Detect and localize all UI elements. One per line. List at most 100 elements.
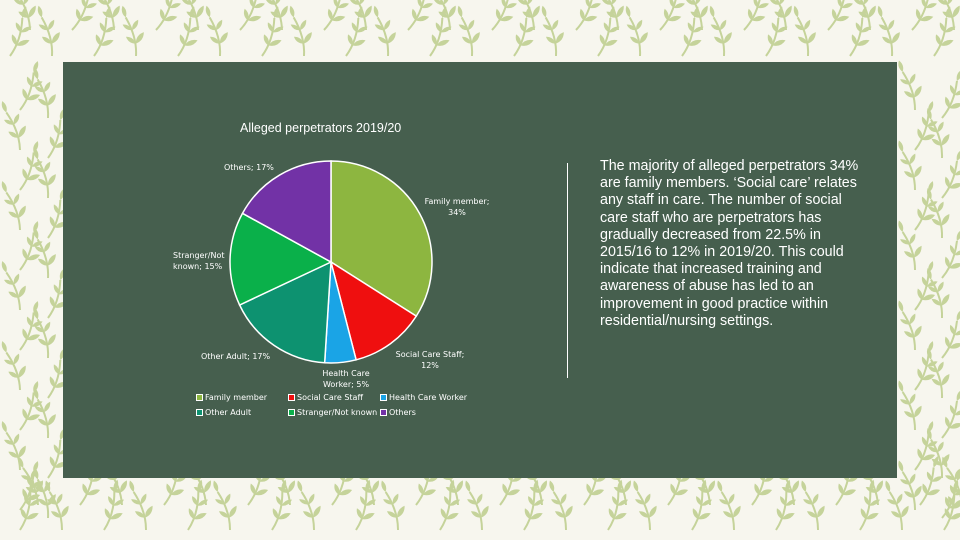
leaf-shape xyxy=(898,300,904,312)
leaf-shape xyxy=(38,24,49,31)
leaf-stem xyxy=(804,491,820,531)
leaf-shape xyxy=(13,193,20,205)
leaf-shape xyxy=(47,334,56,346)
leaf-stem xyxy=(597,17,612,57)
leaf-shape xyxy=(900,159,910,165)
leaf-shape xyxy=(215,499,225,505)
leaf-shape xyxy=(102,11,113,18)
leaf-shape xyxy=(397,505,405,518)
leaf-stem xyxy=(19,472,35,511)
leaf-shape xyxy=(719,499,729,505)
leaf-shape xyxy=(700,5,708,18)
leaf-shape xyxy=(3,279,14,285)
leaf-stem xyxy=(939,0,955,31)
leaf-shape xyxy=(44,241,51,253)
leaf-shape xyxy=(949,423,960,429)
leaf-stem xyxy=(901,471,917,511)
leaf-stem xyxy=(901,311,917,351)
leaf-shape xyxy=(183,22,190,33)
leaf-shape xyxy=(471,32,480,44)
leaf-shape xyxy=(224,493,231,505)
leaf-shape xyxy=(53,284,60,295)
leaf-shape xyxy=(249,0,255,8)
leaf-shape xyxy=(935,34,941,46)
leaf-shape xyxy=(921,374,936,381)
leaf-shape xyxy=(878,24,889,31)
leaf-sprig xyxy=(827,0,853,31)
leaf-shape xyxy=(781,487,793,493)
leaf-shape xyxy=(290,24,301,31)
leaf-shape xyxy=(1,261,7,273)
leaf-shape xyxy=(697,487,709,493)
leaf-shape xyxy=(944,336,950,348)
pie-slice-stranger-not-known xyxy=(229,212,333,306)
leaf-shape xyxy=(524,26,536,33)
leaf-sprig xyxy=(349,0,372,31)
leaf-shape xyxy=(104,26,116,33)
leaf-sprig xyxy=(911,0,937,31)
leaf-shape xyxy=(554,511,566,518)
leaf-shape xyxy=(522,11,533,18)
leaf-shape xyxy=(944,176,950,188)
leaf-stem xyxy=(239,0,258,31)
leaf-sprig xyxy=(1,101,26,151)
leaf-shape xyxy=(944,256,950,268)
leaf-stem xyxy=(351,0,367,31)
leaf-shape xyxy=(669,0,675,8)
leaf-shape xyxy=(196,5,204,18)
leaf-shape xyxy=(696,496,702,506)
leaf-shape xyxy=(612,496,618,506)
leaf-shape xyxy=(921,116,927,127)
leaf-shape xyxy=(26,476,32,487)
leaf-shape xyxy=(545,36,556,44)
leaf-shape xyxy=(313,505,321,518)
leaf-shape xyxy=(603,22,610,33)
leaf-shape xyxy=(1,421,7,433)
leaf-shape xyxy=(608,508,615,520)
leaf-shape xyxy=(541,5,547,18)
leaf-shape xyxy=(921,294,936,301)
leaf-shape xyxy=(914,405,922,418)
leaf-shape xyxy=(855,22,862,33)
leaf-shape xyxy=(352,39,366,46)
leaf-shape xyxy=(467,499,477,505)
leaf-shape xyxy=(26,156,32,167)
leaf-stem xyxy=(124,16,138,57)
leaf-shape xyxy=(263,34,269,46)
leaf-stem xyxy=(880,16,894,57)
leaf-stem xyxy=(47,439,62,479)
leaf-shape xyxy=(81,0,87,8)
leaf-shape xyxy=(3,119,14,125)
leaf-shape xyxy=(517,0,528,5)
leaf-shape xyxy=(26,494,41,501)
leaf-shape xyxy=(940,39,954,46)
leaf-shape xyxy=(218,511,230,518)
leaf-shape xyxy=(47,494,56,506)
leaf-shape xyxy=(900,399,910,405)
leaf-stem xyxy=(930,359,944,399)
summary-paragraph: The majority of alleged perpetrators 34%… xyxy=(600,158,859,329)
leaf-shape xyxy=(44,81,51,93)
legend-swatch-other-adult xyxy=(196,409,203,416)
leaf-stem xyxy=(901,231,917,271)
leaf-stem xyxy=(941,240,958,279)
leaf-shape xyxy=(206,24,217,31)
leaf-shape xyxy=(926,441,938,447)
leaf-shape xyxy=(804,19,811,31)
leaf-shape xyxy=(586,483,592,495)
leaf-shape xyxy=(931,476,943,482)
leaf-shape xyxy=(26,236,32,247)
leaf-shape xyxy=(956,69,960,81)
leaf-shape xyxy=(254,489,269,496)
leaf-shape xyxy=(438,11,449,18)
leaf-stem xyxy=(5,111,21,151)
leaf-shape xyxy=(1,181,7,193)
leaf-shape xyxy=(891,32,900,44)
leaf-shape xyxy=(524,508,531,520)
legend-item-other-adult: Other Adult xyxy=(196,408,251,417)
leaf-shape xyxy=(858,11,869,18)
legend-label-other-adult: Other Adult xyxy=(205,408,252,417)
leaf-shape xyxy=(387,32,396,44)
leaf-shape xyxy=(110,513,123,520)
leaf-shape xyxy=(941,454,950,466)
